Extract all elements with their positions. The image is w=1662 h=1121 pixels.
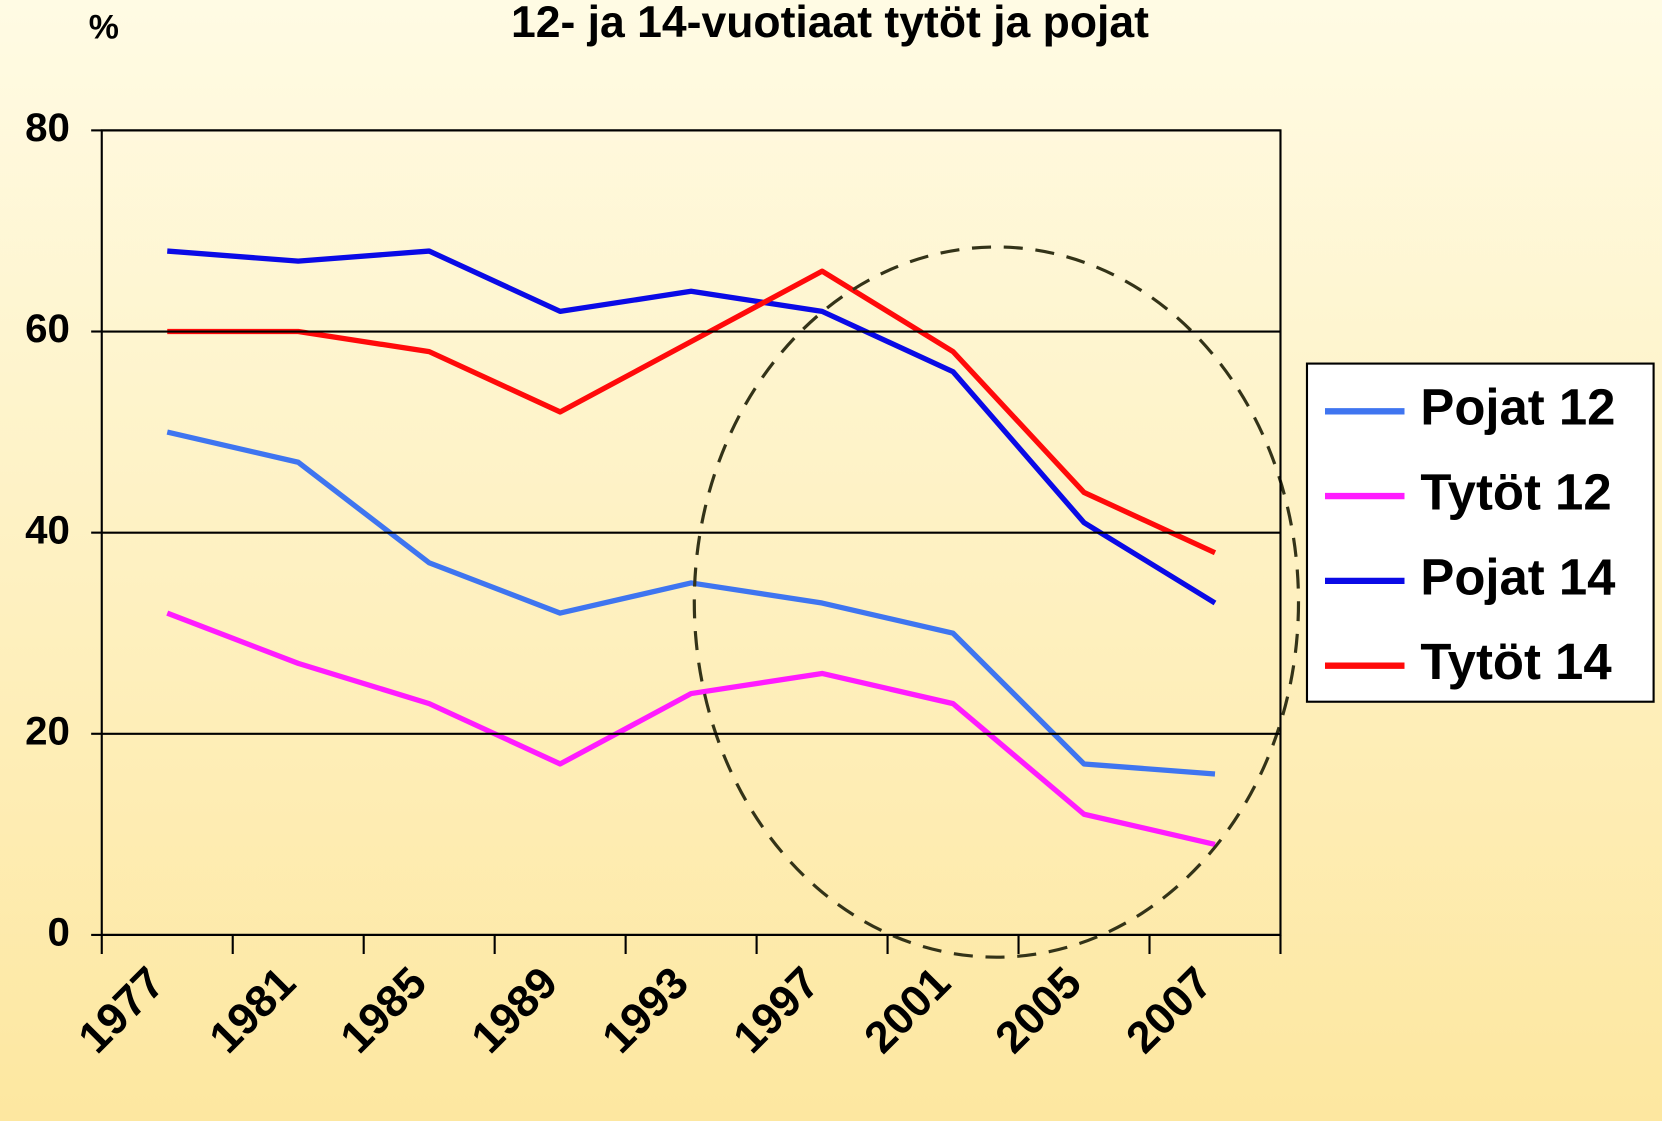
legend-box — [1305, 362, 1655, 703]
y-tick-label: 40 — [25, 507, 70, 552]
legend-label: Tytöt 14 — [1420, 633, 1612, 690]
series-line — [166, 610, 1216, 847]
legend-label: Pojat 12 — [1420, 379, 1615, 436]
y-tick-label: 60 — [25, 306, 70, 351]
y-tick-label: 80 — [25, 105, 70, 150]
legend-label: Pojat 14 — [1420, 548, 1616, 605]
series-line — [167, 248, 1217, 606]
y-axis-label: % — [89, 9, 119, 47]
highlight-ellipse — [692, 245, 1301, 959]
series-line — [166, 429, 1216, 777]
chart-title: 12- ja 14-vuotiaat tytöt ja pojat — [511, 0, 1149, 47]
y-tick-label: 0 — [48, 910, 70, 955]
legend-label: Tytöt 12 — [1420, 464, 1611, 521]
series-line — [167, 268, 1217, 556]
y-tick-label: 20 — [25, 708, 70, 753]
